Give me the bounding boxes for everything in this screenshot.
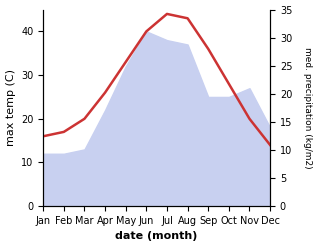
- X-axis label: date (month): date (month): [115, 231, 198, 242]
- Y-axis label: max temp (C): max temp (C): [5, 69, 16, 146]
- Y-axis label: med. precipitation (kg/m2): med. precipitation (kg/m2): [303, 47, 313, 169]
